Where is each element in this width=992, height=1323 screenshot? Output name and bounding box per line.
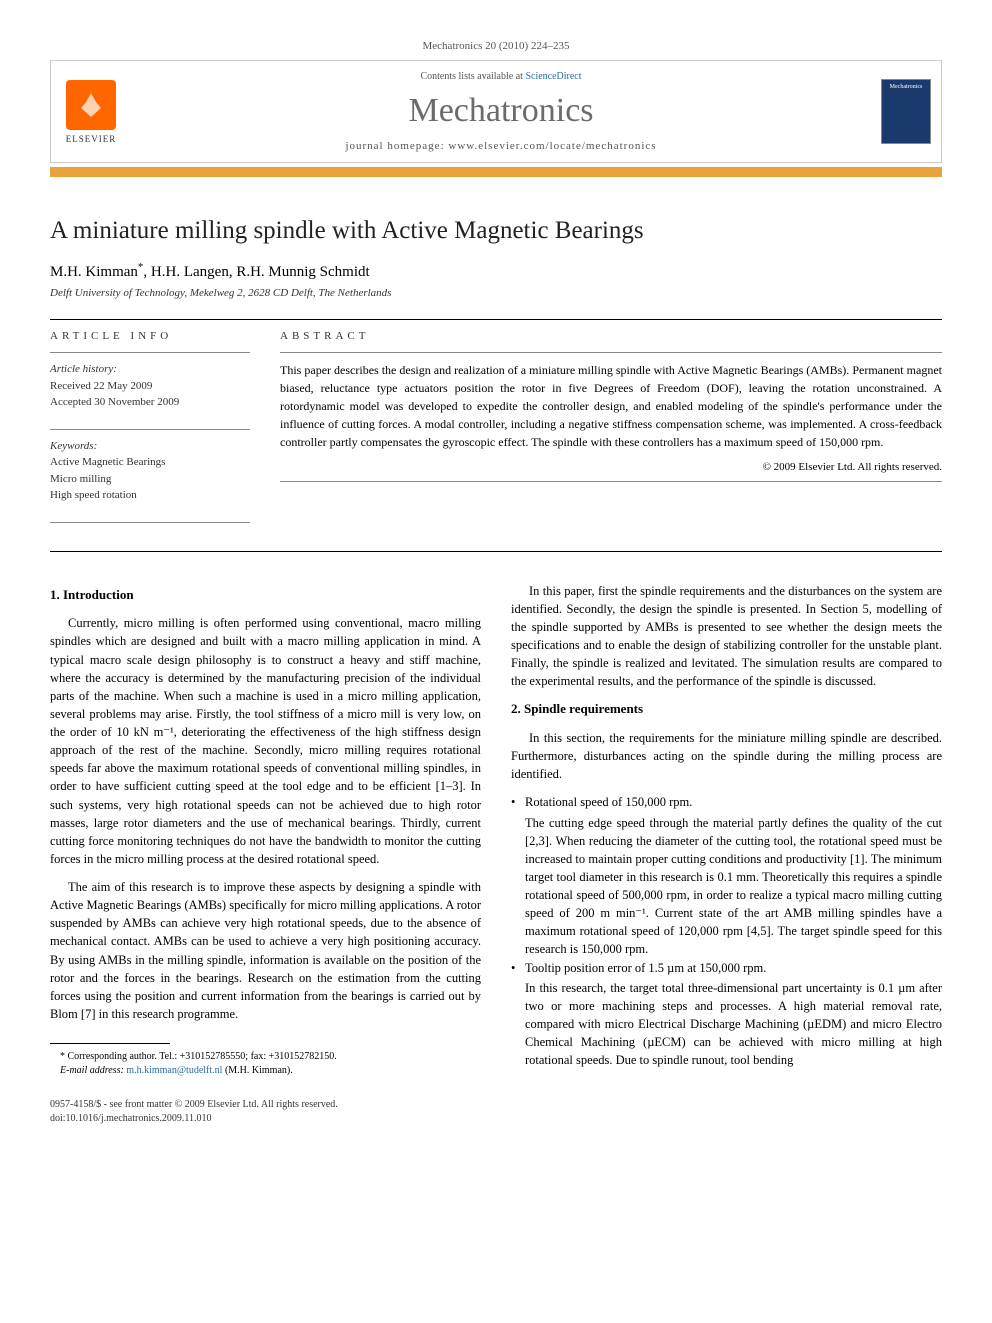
doi-line: doi:10.1016/j.mechatronics.2009.11.010 bbox=[50, 1112, 942, 1126]
abstract-block: ABSTRACT This paper describes the design… bbox=[280, 330, 942, 531]
requirement-2-title: Tooltip position error of 1.5 µm at 150,… bbox=[511, 959, 942, 977]
homepage-prefix: journal homepage: bbox=[345, 140, 448, 152]
cover-image: Mechatronics bbox=[881, 79, 931, 144]
requirement-2-body: In this research, the target total three… bbox=[511, 979, 942, 1070]
received-date: Received 22 May 2009 bbox=[50, 378, 250, 395]
issn-line: 0957-4158/$ - see front matter © 2009 El… bbox=[50, 1098, 942, 1112]
author-1: M.H. Kimman bbox=[50, 264, 138, 280]
info-divider bbox=[50, 522, 250, 523]
sciencedirect-link[interactable]: ScienceDirect bbox=[525, 71, 581, 82]
section-2-para-1: In this section, the requirements for th… bbox=[511, 729, 942, 783]
requirements-list: Tooltip position error of 1.5 µm at 150,… bbox=[511, 959, 942, 977]
section-divider bbox=[50, 551, 942, 552]
elsevier-tree-icon bbox=[66, 80, 116, 130]
section-1-para-3: In this paper, first the spindle require… bbox=[511, 582, 942, 691]
section-1-para-1: Currently, micro milling is often perfor… bbox=[50, 614, 481, 868]
requirement-1-title: Rotational speed of 150,000 rpm. bbox=[511, 793, 942, 811]
contents-prefix: Contents lists available at bbox=[420, 71, 525, 82]
abstract-text: This paper describes the design and real… bbox=[280, 361, 942, 451]
footnote-email-suffix: (M.H. Kimman). bbox=[225, 1065, 293, 1076]
orange-divider-bar bbox=[50, 167, 942, 177]
history-label: Article history: bbox=[50, 361, 250, 378]
publisher-logo: ELSEVIER bbox=[51, 61, 131, 162]
author-list: M.H. Kimman*, H.H. Langen, R.H. Munnig S… bbox=[50, 261, 942, 281]
journal-name: Mechatronics bbox=[131, 92, 871, 130]
corresponding-footnote: * Corresponding author. Tel.: +310152785… bbox=[50, 1050, 481, 1078]
info-divider bbox=[50, 429, 250, 430]
footnote-divider bbox=[50, 1043, 170, 1044]
abstract-copyright: © 2009 Elsevier Ltd. All rights reserved… bbox=[280, 461, 942, 473]
article-info-heading: ARTICLE INFO bbox=[50, 330, 250, 342]
section-divider bbox=[50, 319, 942, 320]
section-2-heading: 2. Spindle requirements bbox=[511, 700, 942, 719]
article-info-block: ARTICLE INFO Article history: Received 2… bbox=[50, 330, 250, 531]
requirements-list: Rotational speed of 150,000 rpm. bbox=[511, 793, 942, 811]
abstract-heading: ABSTRACT bbox=[280, 330, 942, 342]
homepage-url: www.elsevier.com/locate/mechatronics bbox=[448, 140, 656, 152]
authors-rest: , H.H. Langen, R.H. Munnig Schmidt bbox=[143, 264, 369, 280]
section-1-para-2: The aim of this research is to improve t… bbox=[50, 878, 481, 1023]
article-title: A miniature milling spindle with Active … bbox=[50, 217, 942, 245]
footnote-corr-line: * Corresponding author. Tel.: +310152785… bbox=[50, 1050, 481, 1064]
section-1-heading: 1. Introduction bbox=[50, 586, 481, 605]
keyword-2: Micro milling bbox=[50, 471, 250, 488]
publisher-name: ELSEVIER bbox=[66, 134, 117, 144]
page-footer: 0957-4158/$ - see front matter © 2009 El… bbox=[50, 1098, 942, 1126]
keywords-label: Keywords: bbox=[50, 438, 250, 455]
abstract-divider bbox=[280, 352, 942, 353]
contents-lists-line: Contents lists available at ScienceDirec… bbox=[131, 71, 871, 82]
left-column: 1. Introduction Currently, micro milling… bbox=[50, 582, 481, 1079]
keyword-1: Active Magnetic Bearings bbox=[50, 454, 250, 471]
accepted-date: Accepted 30 November 2009 bbox=[50, 394, 250, 411]
abstract-divider bbox=[280, 481, 942, 482]
journal-header: ELSEVIER Contents lists available at Sci… bbox=[50, 60, 942, 163]
footnote-email-link[interactable]: m.h.kimman@tudelft.nl bbox=[126, 1065, 222, 1076]
footnote-email-label: E-mail address: bbox=[60, 1065, 124, 1076]
requirement-1-body: The cutting edge speed through the mater… bbox=[511, 814, 942, 959]
right-column: In this paper, first the spindle require… bbox=[511, 582, 942, 1079]
affiliation: Delft University of Technology, Mekelweg… bbox=[50, 287, 942, 299]
info-divider bbox=[50, 352, 250, 353]
journal-reference: Mechatronics 20 (2010) 224–235 bbox=[50, 40, 942, 52]
keyword-3: High speed rotation bbox=[50, 487, 250, 504]
journal-cover-thumb: Mechatronics bbox=[871, 61, 941, 162]
journal-homepage-line: journal homepage: www.elsevier.com/locat… bbox=[131, 140, 871, 152]
